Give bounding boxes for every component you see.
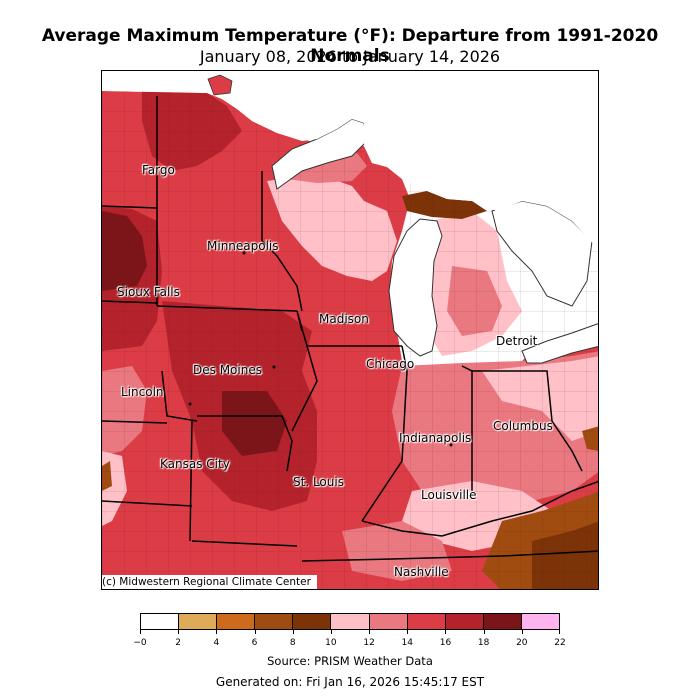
city-label-indianapolis: Indianapolis	[399, 431, 472, 445]
city-label-sioux-falls: Sioux Falls	[117, 285, 180, 299]
colorbar-tick-mark	[521, 630, 523, 634]
lake-michigan	[388, 218, 443, 357]
colorbar-tick-mark	[292, 630, 294, 634]
colorbar-tick-mark	[216, 630, 218, 634]
colorbar-tick-label: 2	[175, 638, 182, 648]
map-panel: Fargo Minneapolis Sioux Falls Madison De…	[101, 70, 599, 590]
colorbar	[140, 613, 560, 630]
colorbar-tick-label: 22	[554, 638, 566, 648]
temperature-map	[102, 71, 598, 589]
colorbar-segment-3	[255, 614, 294, 629]
colorbar-tick-label: 8	[289, 638, 296, 648]
colorbar-ticks: −0 2 4 6 8 10 12 14 16 18 20 22	[133, 630, 566, 650]
colorbar-tick-mark	[559, 630, 560, 634]
colorbar-tick-mark	[330, 630, 332, 634]
colorbar-tick-label: −0	[133, 638, 147, 648]
colorbar-tick-mark	[407, 630, 409, 634]
copyright-notice: (c) Midwestern Regional Climate Center	[102, 575, 317, 589]
city-label-columbus: Columbus	[493, 419, 553, 433]
colorbar-segment-0	[141, 614, 180, 629]
colorbar-tick-label: 18	[477, 638, 490, 648]
city-label-lincoln: Lincoln	[121, 385, 164, 399]
city-label-kansas-city: Kansas City	[160, 457, 230, 471]
colorbar-tick-label: 16	[439, 638, 452, 648]
city-label-louisville: Louisville	[421, 488, 477, 502]
city-label-detroit: Detroit	[496, 334, 538, 348]
colorbar-segment-8	[445, 614, 484, 629]
colorbar-tick-mark	[483, 630, 485, 634]
colorbar-tick-mark	[140, 630, 141, 634]
colorbar-segment-10	[521, 614, 560, 629]
city-label-minneapolis: Minneapolis	[207, 239, 279, 253]
city-label-nashville: Nashville	[394, 565, 449, 579]
source-note: Source: PRISM Weather Data	[267, 654, 433, 668]
colorbar-tick-label: 6	[251, 638, 258, 648]
colorbar-tick-mark	[178, 630, 180, 634]
colorbar-tick-label: 14	[401, 638, 413, 648]
lake-of-woods	[207, 74, 233, 96]
city-label-chicago: Chicago	[366, 357, 415, 371]
colorbar-tick-label: 12	[363, 638, 375, 648]
colorbar-tick-label: 4	[213, 638, 220, 648]
lake-huron	[491, 200, 593, 307]
colorbar-tick-mark	[369, 630, 371, 634]
map-subtitle: January 08, 2026 to January 14, 2026	[199, 47, 501, 66]
colorbar-segment-4	[293, 614, 332, 629]
state-borders	[102, 96, 598, 562]
colorbar-segment-9	[483, 614, 522, 629]
colorbar-tick-mark	[254, 630, 256, 634]
city-label-madison: Madison	[319, 312, 369, 326]
city-label-st-louis: St. Louis	[293, 475, 344, 489]
generated-timestamp: Generated on: Fri Jan 16, 2026 15:45:17 …	[215, 675, 485, 689]
colorbar-tick-label: 10	[325, 638, 337, 648]
colorbar-segment-1	[179, 614, 218, 629]
colorbar-tick-mark	[445, 630, 447, 634]
colorbar-segment-6	[369, 614, 408, 629]
colorbar-segment-7	[407, 614, 446, 629]
city-label-fargo: Fargo	[142, 163, 175, 177]
city-markers	[188, 251, 453, 575]
canada-west	[102, 71, 364, 141]
canada-area	[352, 71, 598, 249]
colorbar-segment-5	[331, 614, 370, 629]
lake-erie	[521, 323, 598, 364]
city-label-des-moines: Des Moines	[193, 363, 262, 377]
map-title: Average Maximum Temperature (°F): Depart…	[41, 26, 659, 66]
colorbar-tick-label: 20	[516, 638, 528, 648]
colorbar-segment-2	[217, 614, 256, 629]
